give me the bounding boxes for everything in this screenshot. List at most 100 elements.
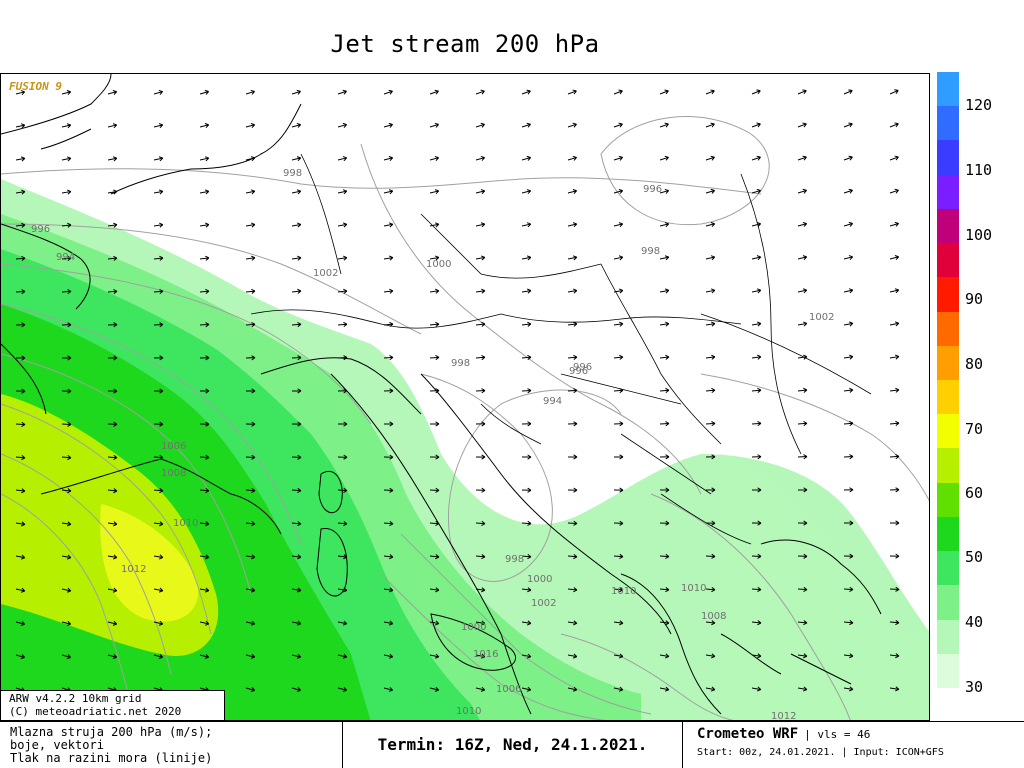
wind-arrow (61, 454, 72, 461)
wind-arrow (567, 255, 578, 261)
isobar-label: 1008 (701, 611, 726, 622)
wind-arrow (521, 653, 532, 659)
wind-arrow (107, 322, 118, 328)
wind-arrow (245, 189, 256, 195)
wind-arrow (797, 553, 808, 559)
coastlines (1, 74, 882, 715)
wind-arrow (797, 454, 808, 460)
wind-arrow (429, 421, 440, 427)
wind-arrow (613, 288, 624, 294)
copyright: (C) meteoadriatic.net 2020 (9, 705, 182, 718)
legend-color-band (937, 653, 959, 689)
wind-arrow (751, 387, 762, 393)
footer-model: Crometeo WRF | vls = 46 Start: 00z, 24.01… (683, 722, 1024, 768)
wind-arrow (843, 586, 854, 592)
wind-arrow (337, 288, 348, 294)
isobar-label: 1010 (173, 518, 198, 529)
wind-arrow (613, 222, 624, 228)
wind-arrow (383, 520, 394, 527)
jet-band-yellow (100, 504, 199, 622)
legend-color-band (937, 243, 959, 278)
wind-arrow (291, 255, 302, 261)
wind-arrow (475, 89, 485, 95)
wind-arrow (613, 686, 624, 692)
wind-arrow (429, 388, 440, 394)
legend-label: 50 (965, 548, 984, 566)
wind-arrow (705, 620, 716, 626)
wind-arrow (889, 487, 900, 493)
wind-arrow (383, 587, 394, 593)
wind-arrow (15, 587, 26, 593)
wind-arrow (107, 388, 118, 394)
wind-arrow (153, 89, 164, 95)
wind-arrow (245, 288, 256, 294)
wind-arrow (61, 388, 72, 394)
wind-arrow (843, 387, 854, 393)
wind-arrow (199, 421, 210, 427)
jet-band-greece (721, 454, 929, 720)
wind-arrow (659, 421, 670, 427)
wind-arrow (153, 288, 164, 295)
wind-arrow (613, 620, 624, 626)
map-panel: 998 996 994 996 1002 1000 998 996 994 1002 998 996 9… (0, 73, 930, 721)
wind-arrow (843, 553, 854, 559)
wind-arrow (521, 388, 532, 394)
model-name: Crometeo WRF (697, 726, 799, 742)
wind-arrow (383, 686, 394, 692)
wind-arrow (153, 222, 164, 228)
wind-arrow (291, 653, 302, 659)
wind-arrow (475, 388, 486, 394)
wind-arrow (889, 653, 900, 659)
wind-arrow (475, 454, 486, 460)
wind-arrow (107, 620, 118, 626)
wind-arrow (15, 421, 26, 427)
wind-arrow (61, 587, 72, 593)
wind-arrow (751, 620, 762, 626)
wind-arrow (61, 488, 72, 494)
wind-arrow (889, 420, 900, 426)
isobar-label: 998 (451, 358, 470, 369)
wind-arrow (521, 255, 532, 261)
wind-arrow (889, 686, 900, 692)
isobar-label: 996 (643, 184, 662, 195)
run-info: Start: 00z, 24.01.2021. | Input: ICON+GF… (697, 747, 944, 758)
wind-arrow (337, 554, 348, 560)
wind-arrow (751, 354, 762, 360)
wind-arrow (613, 454, 624, 460)
isobar-label: 994 (56, 252, 75, 263)
wind-arrow (889, 619, 900, 626)
wind-arrow (337, 521, 348, 527)
wind-arrow (797, 122, 807, 128)
wind-arrow (153, 454, 164, 460)
legend-color-band (937, 311, 959, 347)
wind-arrow (429, 554, 440, 560)
wind-arrow (337, 156, 348, 162)
wind-arrow (153, 654, 164, 659)
wind-arrow (475, 686, 486, 692)
wind-arrow (705, 255, 716, 261)
wind-arrow (843, 487, 854, 493)
wind-arrow (475, 587, 486, 593)
wind-arrow (797, 420, 808, 427)
wind-arrow (61, 289, 72, 295)
wind-arrow (705, 321, 716, 327)
wind-arrow (521, 487, 532, 493)
isobar-label: 1012 (121, 564, 146, 575)
wind-arrow (199, 222, 210, 228)
wind-arrow (567, 222, 578, 228)
wind-arrow (245, 89, 256, 95)
wind-arrow (291, 156, 302, 162)
wind-arrow (751, 188, 762, 194)
wind-arrow (429, 255, 440, 261)
wind-arrow (429, 189, 440, 195)
wind-arrow (797, 354, 808, 360)
wind-arrow (383, 653, 394, 659)
wind-arrow (521, 421, 532, 427)
wind-arrow (705, 686, 716, 692)
wind-arrow (245, 123, 256, 128)
wind-arrow (383, 355, 394, 361)
wind-arrow (843, 454, 854, 460)
wind-arrow (61, 189, 72, 195)
legend-color-band (937, 72, 959, 107)
wind-arrow (797, 288, 808, 294)
